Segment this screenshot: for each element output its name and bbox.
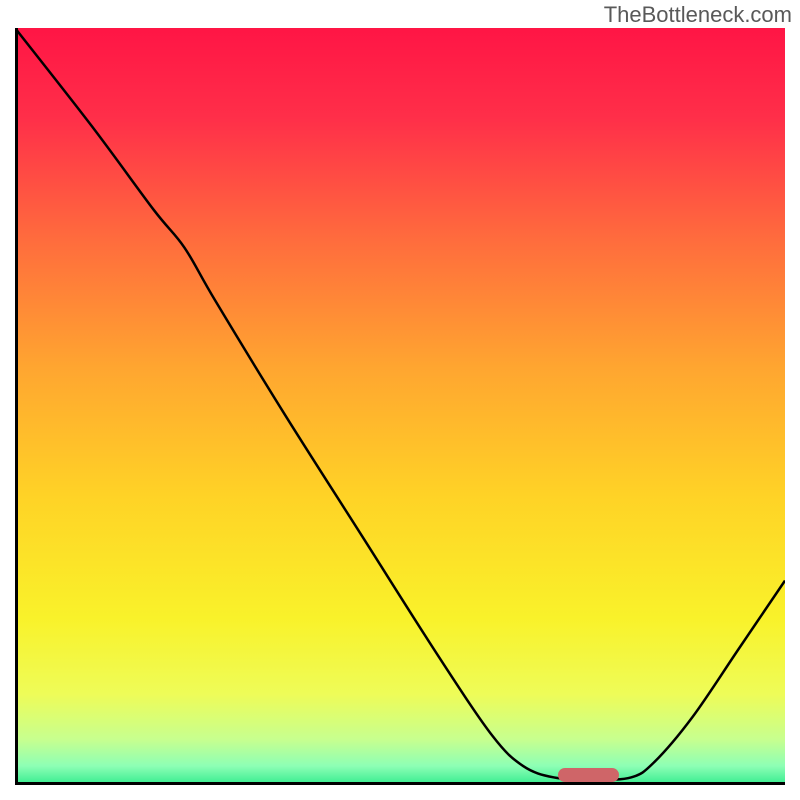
chart-plot-area <box>15 28 785 785</box>
watermark-text: TheBottleneck.com <box>604 2 792 28</box>
chart-axes <box>15 28 785 785</box>
